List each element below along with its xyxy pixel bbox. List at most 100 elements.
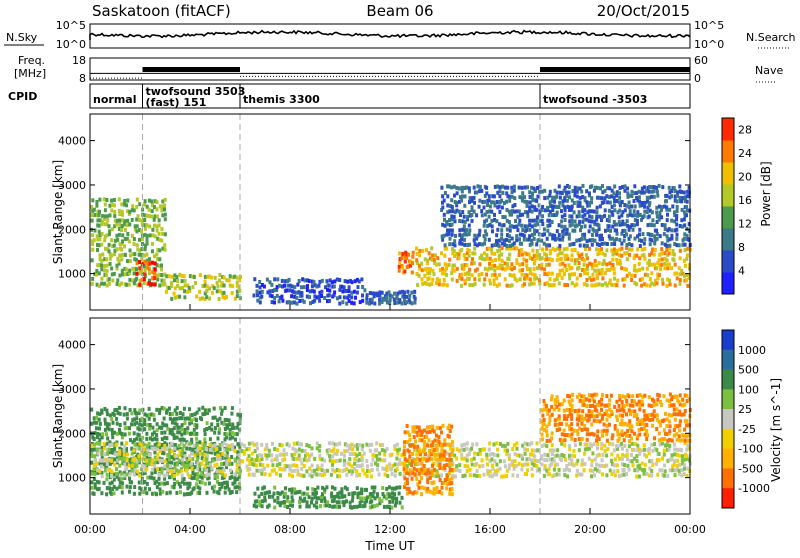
vel-cell bbox=[664, 411, 667, 416]
pw-cell bbox=[613, 184, 617, 189]
pw-cell bbox=[502, 201, 506, 205]
vel-cell bbox=[542, 422, 546, 427]
pw-cell bbox=[543, 208, 547, 213]
vel-cell bbox=[95, 426, 98, 431]
pw-cell bbox=[432, 257, 436, 262]
pw-cell bbox=[388, 297, 392, 302]
vel-cell bbox=[552, 467, 556, 472]
vel-cell bbox=[596, 429, 600, 434]
vel-cell bbox=[348, 443, 352, 448]
pw-cell bbox=[410, 301, 414, 306]
pw-cell bbox=[680, 199, 684, 204]
pw-cell bbox=[570, 207, 573, 212]
pw-cell bbox=[558, 246, 562, 251]
pw-cell bbox=[512, 188, 516, 193]
pw-cell bbox=[293, 285, 297, 290]
vel-cell bbox=[227, 447, 231, 452]
pw-cell bbox=[397, 268, 401, 273]
vel-cell bbox=[622, 472, 626, 477]
pw-cell bbox=[117, 232, 121, 237]
vel-cell bbox=[105, 462, 109, 466]
vel-cell bbox=[138, 422, 142, 427]
vel-cell bbox=[288, 503, 292, 508]
vel-cell bbox=[93, 458, 97, 463]
vel-cell bbox=[426, 468, 430, 473]
vel-cell bbox=[590, 393, 594, 398]
vel-cell bbox=[111, 450, 115, 455]
pw-cell bbox=[683, 232, 687, 237]
vel-cell bbox=[275, 463, 279, 468]
vel-cell bbox=[388, 504, 392, 509]
pw-cell bbox=[518, 277, 522, 282]
vel-cell bbox=[323, 490, 327, 494]
vel-cell bbox=[318, 453, 322, 458]
vel-cell bbox=[638, 393, 642, 397]
pw-cell bbox=[525, 252, 529, 257]
vel-cell bbox=[131, 463, 135, 468]
pw-cell bbox=[513, 203, 517, 207]
vel-cell bbox=[188, 460, 191, 465]
vel-cell bbox=[143, 464, 147, 469]
vel-cell bbox=[536, 468, 539, 473]
pw-cell bbox=[458, 228, 462, 233]
pw-cell bbox=[494, 258, 497, 262]
pw-cell bbox=[683, 198, 687, 203]
vel-cell bbox=[248, 459, 252, 463]
pw-cell bbox=[91, 208, 95, 213]
pw-cell bbox=[443, 262, 447, 267]
vel-cell bbox=[460, 452, 464, 457]
pw-cell bbox=[492, 194, 496, 199]
vel-cell bbox=[672, 412, 676, 417]
vel-cell bbox=[540, 426, 544, 431]
vel-cell bbox=[116, 458, 120, 463]
vel-cell bbox=[648, 459, 652, 464]
vel-cell bbox=[270, 458, 274, 463]
pw-cell bbox=[612, 247, 616, 252]
pw-cell bbox=[510, 283, 514, 288]
vel-cell bbox=[383, 472, 387, 477]
pw-cell bbox=[108, 261, 112, 266]
pw-cell bbox=[231, 275, 235, 280]
vel-cell bbox=[375, 454, 379, 458]
vel-cell bbox=[103, 457, 107, 462]
vel-cell bbox=[475, 473, 479, 478]
pw-cell bbox=[548, 248, 552, 253]
vel-cell bbox=[153, 436, 157, 441]
vel-cell bbox=[445, 457, 449, 462]
vel-cell bbox=[643, 447, 646, 452]
vel-cell bbox=[670, 457, 674, 462]
pw-cell bbox=[541, 204, 545, 209]
vel-cell bbox=[203, 437, 207, 442]
pw-cell bbox=[416, 283, 420, 287]
pw-cell bbox=[156, 236, 160, 241]
pw-cell bbox=[115, 222, 119, 227]
vel-cell bbox=[587, 413, 591, 418]
pw-cell bbox=[686, 283, 690, 288]
vel-cell bbox=[548, 448, 552, 453]
pw-cell bbox=[496, 266, 500, 270]
vel-cell bbox=[169, 428, 172, 433]
vel-cell bbox=[573, 454, 576, 459]
vel-cell bbox=[486, 471, 490, 476]
vel-cell bbox=[340, 494, 344, 499]
pw-cell bbox=[415, 246, 419, 251]
vel-cell bbox=[178, 416, 182, 421]
pw-cell bbox=[505, 243, 509, 248]
vel-cell bbox=[283, 500, 286, 504]
vel-cell bbox=[335, 468, 339, 472]
vel-cell bbox=[557, 402, 561, 407]
pw-cell bbox=[611, 212, 615, 217]
vel-cell bbox=[600, 458, 604, 463]
vel-cell bbox=[568, 424, 571, 429]
vel-cell bbox=[435, 447, 439, 452]
pw-cell bbox=[398, 290, 402, 295]
pw-cell bbox=[451, 251, 455, 256]
vel-cell bbox=[466, 464, 470, 469]
vel-cell bbox=[97, 480, 101, 485]
pw-cell bbox=[528, 218, 532, 223]
pw-cell bbox=[455, 191, 459, 196]
vel-cell bbox=[451, 474, 455, 478]
pw-cell bbox=[626, 223, 630, 228]
vel-cell bbox=[145, 455, 149, 460]
vel-cell bbox=[132, 491, 136, 496]
